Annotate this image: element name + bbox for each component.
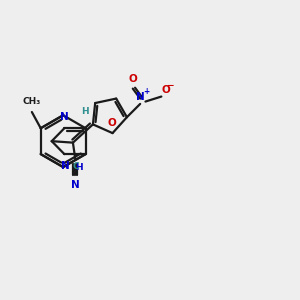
Text: N: N xyxy=(61,160,70,171)
Text: N: N xyxy=(60,112,69,122)
Text: N: N xyxy=(71,180,80,190)
Text: O: O xyxy=(162,85,171,95)
Text: H: H xyxy=(75,163,82,172)
Text: CH₃: CH₃ xyxy=(23,97,41,106)
Text: H: H xyxy=(81,107,88,116)
Text: −: − xyxy=(166,81,173,90)
Text: N: N xyxy=(136,92,145,102)
Text: C: C xyxy=(73,162,80,171)
Text: O: O xyxy=(108,118,116,128)
Text: O: O xyxy=(128,74,137,84)
Text: +: + xyxy=(143,87,150,96)
